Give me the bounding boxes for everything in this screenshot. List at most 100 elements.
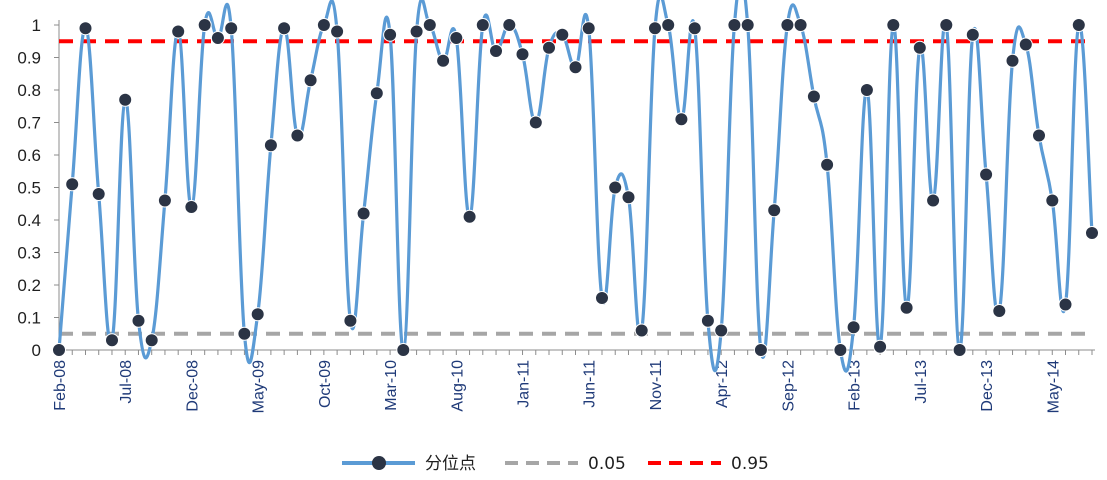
- data-point: [740, 18, 755, 32]
- data-point: [131, 313, 146, 328]
- data-point: [475, 18, 490, 32]
- data-point: [873, 339, 888, 354]
- data-point: [806, 89, 821, 104]
- y-tick-label: 1: [32, 16, 41, 35]
- data-point: [144, 333, 159, 348]
- data-point: [634, 323, 649, 338]
- data-point: [595, 291, 609, 305]
- y-tick-label: 0.4: [17, 211, 41, 230]
- y-tick-label: 0.2: [17, 276, 41, 295]
- data-point: [926, 193, 941, 208]
- data-point: [210, 31, 225, 45]
- data-point: [886, 18, 901, 32]
- x-tick-label: Jul-08: [118, 360, 135, 404]
- data-point: [793, 18, 808, 32]
- data-point: [1045, 193, 1060, 208]
- data-point: [250, 307, 265, 322]
- data-point: [1058, 297, 1073, 312]
- data-point: [965, 27, 980, 42]
- data-point: [157, 193, 172, 208]
- data-point: [820, 157, 835, 172]
- data-point: [1018, 37, 1033, 52]
- data-point: [52, 343, 66, 357]
- y-tick-label: 0.3: [17, 244, 41, 263]
- series-line: [57, 0, 1094, 373]
- data-point: [1005, 53, 1020, 68]
- x-tick-label: Dec-08: [184, 360, 201, 412]
- data-point: [502, 18, 517, 32]
- x-tick-label: Sep-12: [780, 360, 797, 412]
- data-point: [992, 304, 1007, 318]
- data-point: [979, 167, 994, 182]
- data-point: [277, 21, 292, 36]
- data-point: [316, 18, 331, 32]
- data-point: [952, 343, 967, 357]
- legend-label-0-95: 0.95: [731, 454, 769, 474]
- legend-label-0-05: 0.05: [588, 454, 626, 474]
- data-point: [1071, 18, 1086, 32]
- y-tick-label: 0.7: [17, 114, 41, 133]
- data-point: [78, 21, 93, 36]
- data-point: [939, 18, 954, 32]
- data-point: [91, 187, 106, 201]
- y-axis: 0 0.1 0.2 0.3 0.4 0.5 0.6 0.7 0.8 0.9 1: [17, 16, 60, 360]
- data-point: [118, 92, 133, 107]
- data-point: [409, 24, 424, 39]
- y-tick-label: 0.5: [17, 179, 41, 198]
- data-point: [780, 18, 795, 32]
- data-point: [899, 300, 914, 315]
- data-point: [727, 18, 742, 32]
- data-point: [648, 21, 662, 36]
- data-point: [833, 343, 848, 357]
- legend-label-series: 分位点: [425, 454, 476, 474]
- data-point: [462, 209, 477, 224]
- data-point: [714, 323, 729, 338]
- data-point: [369, 86, 384, 101]
- y-tick-label: 0.1: [17, 309, 41, 328]
- x-tick-label: Nov-11: [648, 360, 665, 410]
- data-point: [542, 40, 556, 55]
- data-point: [555, 27, 570, 42]
- y-tick-label: 0.8: [17, 81, 41, 100]
- data-point: [224, 21, 239, 36]
- data-point: [1032, 128, 1046, 143]
- x-tick-label: Oct-09: [317, 360, 334, 408]
- x-tick-label: Jan-11: [516, 360, 533, 408]
- data-point: [674, 112, 689, 127]
- legend-marker-series: [372, 456, 386, 470]
- data-point: [184, 200, 199, 214]
- data-point: [528, 115, 543, 130]
- data-point: [859, 83, 874, 97]
- x-tick-label: Mar-10: [383, 360, 400, 411]
- x-tick-label: Feb-08: [52, 360, 69, 411]
- y-tick-label: 0.6: [17, 146, 41, 165]
- data-point: [1085, 226, 1099, 240]
- x-tick-label: May-09: [251, 360, 268, 413]
- data-point: [303, 73, 318, 88]
- x-axis: Feb-08 Jul-08 Dec-08 May-09 Oct-09 Mar-10 Aug-…: [52, 349, 1095, 413]
- data-point: [383, 27, 398, 42]
- x-tick-label: Apr-12: [714, 360, 731, 408]
- data-point: [661, 18, 676, 32]
- data-point: [330, 24, 345, 39]
- data-point: [515, 47, 530, 62]
- data-point: [767, 203, 782, 218]
- x-tick-label: Jul-13: [913, 360, 930, 404]
- data-point: [449, 31, 464, 45]
- data-point: [290, 128, 305, 143]
- data-point: [608, 180, 623, 195]
- data-point: [343, 313, 358, 328]
- data-point: [396, 343, 411, 357]
- y-tick-label: 0.9: [17, 49, 41, 68]
- data-point: [356, 206, 371, 221]
- data-point: [621, 190, 636, 205]
- reference-lines: [59, 39, 1092, 336]
- data-point: [105, 333, 119, 348]
- x-tick-label: Feb-13: [847, 360, 864, 411]
- data-point: [581, 21, 596, 36]
- x-tick-label: Dec-13: [979, 360, 996, 412]
- data-point: [422, 18, 437, 32]
- x-tick-label: May-14: [1045, 360, 1062, 413]
- data-point: [237, 326, 252, 341]
